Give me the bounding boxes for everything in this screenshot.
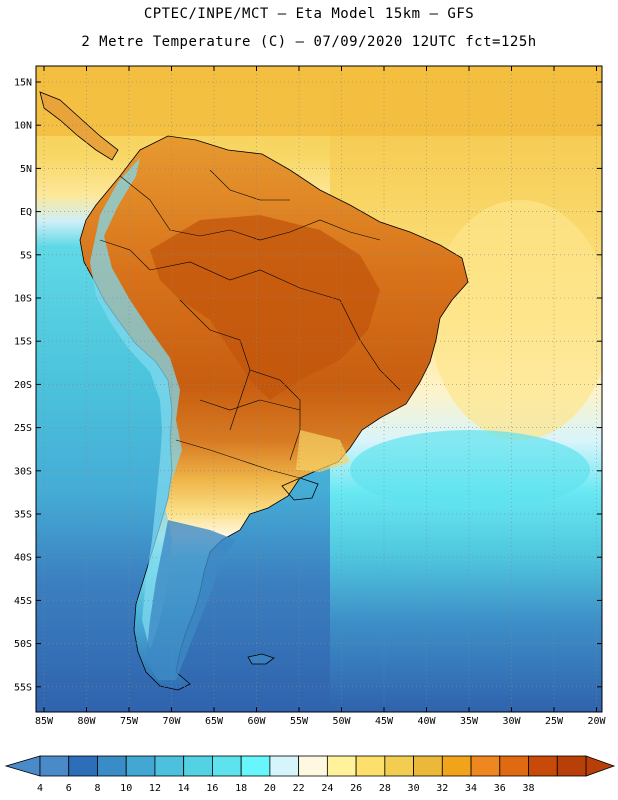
lat-label: 30S xyxy=(14,466,32,477)
lon-label: 45W xyxy=(375,716,394,727)
lat-label: 10N xyxy=(14,121,32,132)
lon-label: 75W xyxy=(120,716,139,727)
colorbar-label: 34 xyxy=(465,783,477,794)
colorbar-low-arrow xyxy=(4,755,41,777)
colorbar-label: 24 xyxy=(321,783,333,794)
colorbar-label: 4 xyxy=(37,783,43,794)
lat-label: 15N xyxy=(14,78,32,89)
lon-label: 70W xyxy=(162,716,181,727)
andes-cold-strip xyxy=(90,158,182,650)
colorbar-high-arrow xyxy=(585,755,616,777)
lon-label: 25W xyxy=(545,716,564,727)
lon-label: 40W xyxy=(417,716,436,727)
colorbar-swatch xyxy=(528,755,558,777)
lon-label: 60W xyxy=(247,716,266,727)
colorbar-swatch xyxy=(441,755,472,777)
colorbar-label: 36 xyxy=(494,783,506,794)
colorbar-labels: 4 6 8 10 12 14 16 18 20 22 24 26 28 30 32 34 36 38 xyxy=(37,783,535,794)
colorbar-swatch xyxy=(97,755,127,777)
colorbar-swatch xyxy=(556,755,587,777)
colorbar-label: 30 xyxy=(408,783,420,794)
lon-label: 50W xyxy=(332,716,351,727)
lon-label: 65W xyxy=(205,716,224,727)
colorbar-swatch xyxy=(470,755,501,777)
colorbar-swatch xyxy=(240,755,271,777)
chart-title-line-2: 2 Metre Temperature (C) – 07/09/2020 12U… xyxy=(81,34,537,50)
colorbar-swatch xyxy=(68,755,98,777)
longitude-labels: 85W 80W 75W 70W 65W 60W 55W 50W 45W 40W 35W 30W 25W 2… xyxy=(35,716,607,727)
colorbar-label: 14 xyxy=(178,783,190,794)
colorbar-swatch xyxy=(125,755,156,777)
lat-label: 55S xyxy=(14,682,32,693)
chart-title-line-1: CPTEC/INPE/MCT – Eta Model 15km – GFS xyxy=(143,6,475,22)
hot-interior-region xyxy=(150,215,380,400)
falkland-islands xyxy=(247,653,275,665)
colorbar-label: 32 xyxy=(436,783,448,794)
lat-label: 20S xyxy=(14,380,32,391)
lat-label: 35S xyxy=(14,510,32,521)
colorbar-swatch xyxy=(384,755,414,777)
colorbar-label: 12 xyxy=(149,783,161,794)
colorbar-swatch xyxy=(413,755,443,777)
colorbar-swatch xyxy=(298,755,328,777)
lon-label: 30W xyxy=(502,716,521,727)
colorbar xyxy=(4,755,616,777)
colorbar-label: 22 xyxy=(293,783,305,794)
lon-label: 80W xyxy=(77,716,96,727)
axis-ticks xyxy=(36,66,602,712)
colorbar-swatch xyxy=(39,755,70,777)
colorbar-label: 8 xyxy=(94,783,100,794)
lat-label: 50S xyxy=(14,639,32,650)
map-field xyxy=(36,66,602,712)
colorbar-label: 26 xyxy=(350,783,362,794)
lon-label: 35W xyxy=(460,716,479,727)
lon-label: 55W xyxy=(290,716,309,727)
colorbar-swatch xyxy=(154,755,185,777)
lat-label: 5N xyxy=(20,164,32,175)
colorbar-label: 18 xyxy=(235,783,247,794)
latitude-labels: 15N 10N 5N EQ 5S 10S 15S 20S 25S 30S 35S 40S 45S 50S 5… xyxy=(14,78,32,694)
colorbar-label: 38 xyxy=(523,783,535,794)
lat-label: EQ xyxy=(20,207,32,218)
lat-label: 5S xyxy=(20,250,32,261)
central-america-landmass xyxy=(39,91,119,161)
colorbar-swatch xyxy=(499,755,529,777)
colorbar-swatch xyxy=(183,755,213,777)
colorbar-label: 10 xyxy=(120,783,132,794)
country-borders xyxy=(99,169,401,479)
colorbar-swatch xyxy=(269,755,300,777)
colorbar-label: 6 xyxy=(66,783,72,794)
lon-label: 85W xyxy=(35,716,54,727)
colorbar-label: 20 xyxy=(264,783,276,794)
lat-label: 10S xyxy=(14,294,32,305)
colorbar-swatch xyxy=(212,755,242,777)
lon-label: 20W xyxy=(587,716,606,727)
colorbar-swatch xyxy=(355,755,386,777)
lat-label: 45S xyxy=(14,596,32,607)
colorbar-label: 16 xyxy=(206,783,218,794)
map-frame xyxy=(35,65,603,713)
lat-label: 25S xyxy=(14,423,32,434)
colorbar-label: 28 xyxy=(379,783,391,794)
lat-label: 40S xyxy=(14,553,32,564)
lat-label: 15S xyxy=(14,337,32,348)
colorbar-swatch xyxy=(326,755,357,777)
